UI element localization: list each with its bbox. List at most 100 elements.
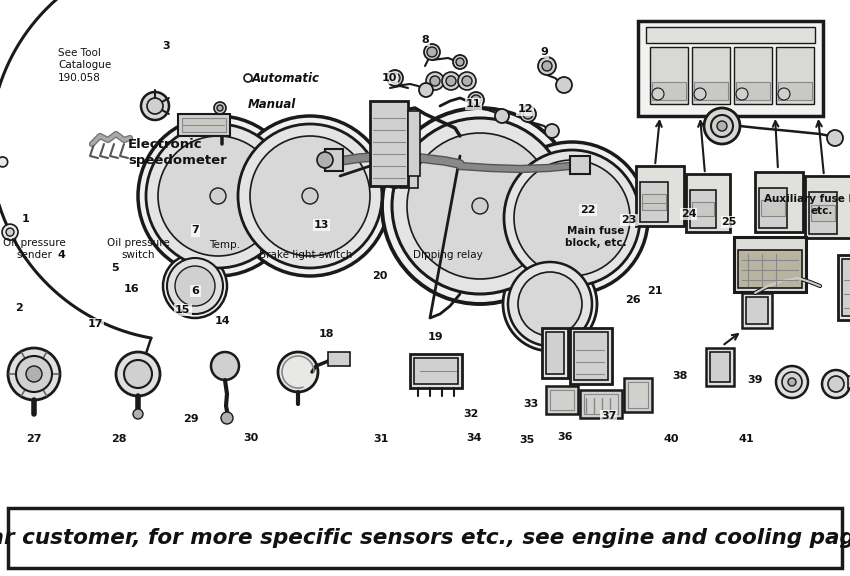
Circle shape — [6, 228, 14, 236]
Bar — [776, 47, 814, 104]
Circle shape — [217, 105, 223, 111]
Text: 18: 18 — [319, 329, 334, 339]
Circle shape — [0, 157, 8, 167]
Text: 17: 17 — [88, 319, 103, 329]
Bar — [570, 156, 590, 174]
Bar — [692, 47, 730, 104]
Circle shape — [124, 360, 152, 388]
Text: 20: 20 — [372, 271, 388, 282]
Circle shape — [158, 136, 278, 256]
Bar — [761, 200, 785, 216]
Circle shape — [468, 92, 484, 108]
Bar — [178, 114, 230, 136]
Bar — [325, 149, 343, 171]
Bar — [370, 101, 408, 186]
Bar — [542, 328, 568, 378]
Text: 7: 7 — [191, 225, 200, 236]
Bar — [584, 394, 618, 414]
Circle shape — [238, 124, 382, 268]
Circle shape — [788, 378, 796, 386]
Text: Automatic: Automatic — [252, 71, 320, 85]
Circle shape — [427, 47, 437, 57]
Circle shape — [230, 116, 390, 276]
Circle shape — [556, 77, 572, 93]
Circle shape — [518, 272, 582, 336]
Circle shape — [16, 356, 52, 392]
Circle shape — [147, 98, 163, 114]
Circle shape — [2, 224, 18, 240]
Text: 32: 32 — [463, 408, 479, 419]
Circle shape — [211, 352, 239, 380]
Text: 33: 33 — [524, 399, 539, 410]
Text: 39: 39 — [747, 375, 762, 385]
Text: 27: 27 — [26, 434, 42, 444]
Text: 3: 3 — [162, 41, 169, 51]
Text: See Tool
Catalogue
190.058: See Tool Catalogue 190.058 — [58, 48, 111, 83]
Bar — [694, 82, 728, 100]
Circle shape — [520, 106, 536, 122]
Text: Dipping relay: Dipping relay — [413, 250, 483, 260]
Circle shape — [538, 57, 556, 75]
Circle shape — [495, 109, 509, 123]
Circle shape — [453, 55, 467, 69]
Circle shape — [387, 70, 403, 86]
Bar — [690, 190, 716, 228]
Circle shape — [462, 76, 472, 86]
Circle shape — [8, 348, 60, 400]
Text: 6: 6 — [191, 286, 200, 296]
Bar — [574, 332, 608, 380]
Text: 40: 40 — [664, 434, 679, 444]
Circle shape — [503, 257, 597, 351]
Circle shape — [250, 136, 370, 256]
Bar — [811, 205, 835, 221]
Circle shape — [523, 109, 533, 119]
Text: Brake light switch: Brake light switch — [259, 250, 353, 260]
Bar — [182, 118, 226, 132]
Bar — [736, 82, 770, 100]
Text: Electronic
speedometer: Electronic speedometer — [128, 138, 227, 167]
Text: Main fuse
block, etc.: Main fuse block, etc. — [565, 226, 626, 248]
Bar — [809, 192, 837, 234]
Bar — [652, 82, 686, 100]
Text: 36: 36 — [558, 431, 573, 442]
Circle shape — [382, 108, 578, 304]
Bar — [546, 332, 564, 374]
Text: 22: 22 — [581, 204, 596, 215]
Circle shape — [407, 133, 553, 279]
Text: 11: 11 — [466, 98, 481, 109]
Bar — [759, 188, 787, 228]
Text: 24: 24 — [681, 209, 696, 219]
Text: 1: 1 — [21, 214, 30, 224]
Circle shape — [392, 118, 568, 294]
Circle shape — [711, 115, 733, 137]
Text: 26: 26 — [626, 294, 641, 305]
Circle shape — [694, 88, 706, 100]
Bar — [624, 378, 652, 412]
Text: 19: 19 — [428, 332, 443, 342]
Circle shape — [496, 142, 648, 294]
Circle shape — [138, 116, 298, 276]
Bar — [734, 237, 806, 292]
Bar — [746, 297, 768, 324]
Bar — [710, 352, 730, 382]
Circle shape — [508, 262, 592, 346]
Bar — [410, 354, 462, 388]
Bar — [550, 390, 574, 410]
Text: 14: 14 — [215, 316, 230, 326]
Text: 30: 30 — [243, 433, 258, 443]
Text: 4: 4 — [57, 249, 65, 260]
Text: 37: 37 — [601, 411, 616, 421]
Text: 25: 25 — [722, 217, 737, 227]
Circle shape — [141, 92, 169, 120]
Circle shape — [424, 44, 440, 60]
Text: 8: 8 — [421, 35, 429, 46]
Text: 38: 38 — [672, 370, 688, 381]
Circle shape — [458, 72, 476, 90]
Circle shape — [456, 58, 464, 66]
Circle shape — [778, 88, 790, 100]
Text: Temp.: Temp. — [209, 240, 241, 250]
Bar — [650, 47, 688, 104]
Circle shape — [717, 121, 727, 131]
Circle shape — [385, 168, 405, 188]
Circle shape — [828, 376, 844, 392]
